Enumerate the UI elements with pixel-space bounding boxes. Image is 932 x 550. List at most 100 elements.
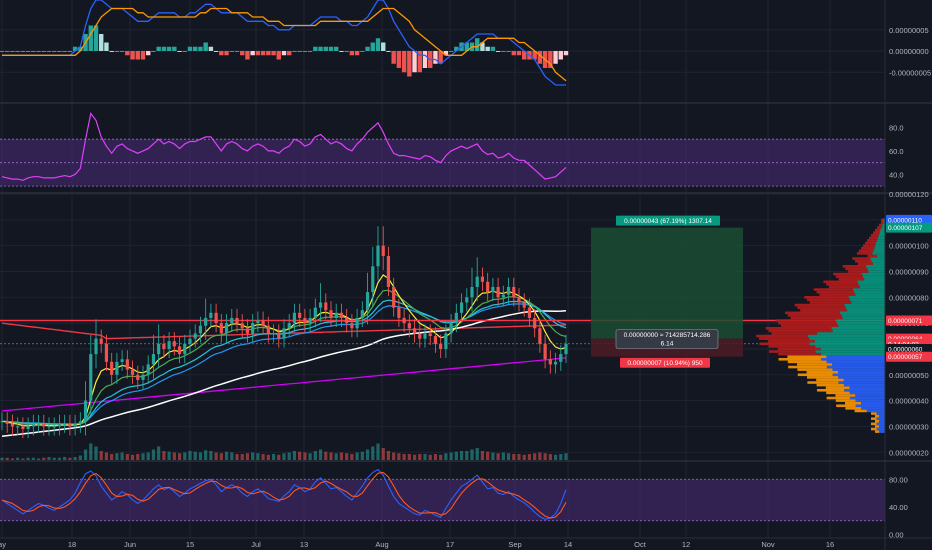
volume-bar: [444, 453, 448, 460]
price-axis-tag-label: 0.00000057: [888, 354, 923, 361]
volume-profile-up-bar: [866, 409, 885, 413]
volume-profile-up-bar: [820, 347, 885, 351]
volume-profile-down-bar: [790, 316, 843, 320]
volume-bar: [209, 451, 213, 460]
volume-profile-down-bar: [806, 370, 838, 374]
time-tick-label: 14: [564, 540, 572, 549]
macd-histogram-bar: [381, 42, 386, 51]
volume-profile-up-bar: [878, 234, 885, 237]
macd-histogram-bar: [255, 51, 261, 56]
volume-bar: [10, 458, 15, 460]
volume-profile-down-bar: [859, 249, 874, 253]
volume-profile-down-bar: [778, 352, 821, 356]
macd-histogram-bar: [485, 46, 490, 51]
rsi-line: [1, 111, 567, 181]
candle-body: [371, 266, 375, 293]
stoch-d-line: [1, 471, 567, 519]
price-tick-label: 0.00000050: [889, 371, 929, 380]
volume-profile-up-bar: [809, 337, 885, 340]
candle-body: [407, 323, 411, 329]
volume-profile-down-bar: [826, 283, 859, 286]
candle-body: [470, 286, 474, 298]
macd-histogram-bar: [511, 51, 516, 56]
volume-profile-up-bar: [838, 381, 885, 384]
time-tick-label: 15: [186, 540, 194, 549]
macd-histogram-bar: [245, 51, 250, 60]
price-axis[interactable]: 0.00000005 0.00000000 -0.00000005 80.0 60.0 4…: [886, 26, 932, 540]
volume-profile-up-bar: [849, 391, 885, 395]
candle-body: [31, 423, 35, 427]
volume-profile-up-bar: [831, 326, 885, 330]
candle-body: [21, 426, 25, 430]
volume-profile-down-bar: [778, 357, 822, 361]
volume-profile-down-bar: [854, 409, 867, 413]
volume-profile-up-bar: [882, 223, 885, 227]
macd-histogram-bar: [506, 51, 511, 52]
macd-histogram-bar: [182, 51, 187, 52]
candle-body: [548, 359, 552, 365]
volume-bar: [339, 452, 344, 460]
volume-profile-up-bar: [807, 334, 885, 338]
price-axis-tag-label: 0.00000110: [888, 217, 922, 224]
candle-body: [298, 312, 302, 318]
volume-profile-up-bar: [852, 288, 885, 291]
volume-bar: [172, 452, 176, 460]
macd-pane: [0, 0, 569, 86]
volume-profile-down-bar: [829, 285, 860, 289]
stoch-tick-label: 0.00: [889, 531, 904, 540]
volume-profile-down-bar: [816, 290, 855, 294]
macd-histogram-bar: [67, 51, 73, 52]
volume-profile-up-bar: [838, 324, 885, 328]
volume-profile-down-bar: [768, 339, 815, 343]
position-info-line-1: 0.00000000 ≈ 714285714.286: [624, 332, 711, 339]
volume-bar: [501, 452, 505, 460]
macd-histogram-bar: [177, 51, 182, 52]
candle-body: [188, 338, 192, 344]
volume-bar: [146, 452, 150, 460]
macd-histogram-bar: [240, 51, 245, 56]
time-axis[interactable]: ay 18 Jun 15 Jul 13 Aug 17 Sep 14 Oct 12 Nov 16: [0, 540, 834, 549]
volume-bar: [392, 452, 396, 460]
macd-histogram-bar: [475, 38, 480, 51]
candle-body: [397, 307, 401, 318]
volume-bar: [256, 453, 260, 460]
price-tick-label: 0.00000030: [889, 422, 929, 431]
macd-histogram-bar: [417, 51, 422, 73]
volume-profile-up-bar: [883, 221, 885, 224]
macd-histogram-bar: [553, 51, 558, 64]
candle-body: [533, 317, 537, 329]
macd-histogram-bar: [119, 51, 125, 52]
volume-profile-up-bar: [826, 355, 885, 358]
position-target-zone[interactable]: [591, 227, 743, 339]
volume-profile-down-bar: [873, 231, 880, 235]
volume-profile-up-bar: [879, 430, 885, 433]
macd-histogram-bar: [125, 51, 130, 56]
macd-histogram-bar: [198, 46, 203, 51]
volume-profile-up-bar: [861, 401, 885, 405]
macd-histogram-bar: [391, 51, 396, 64]
macd-histogram-bar: [93, 25, 99, 51]
rsi-tick-label: 40.0: [889, 170, 904, 179]
volume-profile-up-bar: [845, 306, 885, 309]
candle-body: [99, 338, 103, 344]
candle-body: [465, 297, 469, 303]
volume-profile-up-bar: [814, 339, 885, 343]
macd-histogram-bar: [287, 51, 292, 56]
macd-histogram-bar: [271, 51, 276, 56]
macd-histogram-bar: [563, 51, 569, 56]
candle-body: [517, 297, 521, 303]
candle-body: [318, 302, 323, 308]
volume-profile-down-bar: [807, 376, 839, 379]
price-pane[interactable]: 0.00000043 (67.19%) 1307.14 0.00000007 (1…: [0, 215, 885, 460]
candle-body: [172, 341, 176, 347]
volume-profile-up-bar: [870, 257, 885, 260]
volume-profile-up-bar: [842, 316, 885, 320]
volume-profile-up-bar: [826, 365, 885, 369]
volume-profile-down-bar: [867, 254, 878, 258]
position-info-box: [615, 329, 719, 349]
stoch-tick-label: 80.00: [889, 475, 908, 484]
volume-profile-up-bar: [876, 412, 885, 415]
volume-profile-up-bar: [879, 231, 885, 235]
price-axis-tag: [886, 351, 932, 362]
